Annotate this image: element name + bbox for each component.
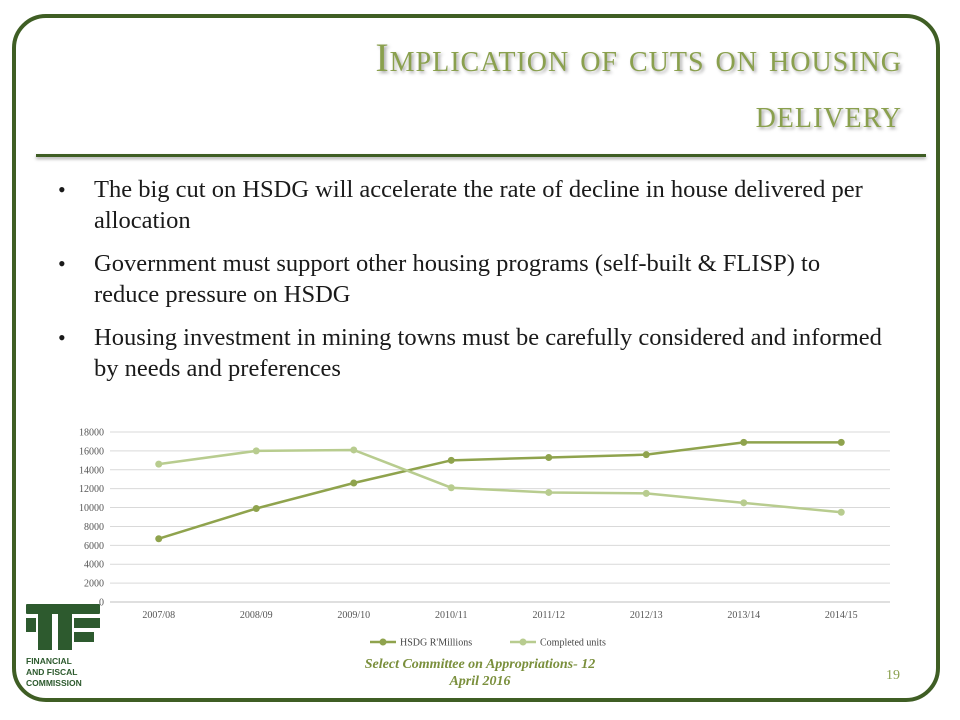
footer-line-2: April 2016	[449, 674, 511, 689]
footer-note: Select Committee on Appropriations- 12 A…	[320, 656, 640, 690]
title-line-2: delivery	[755, 91, 902, 136]
x-tick-label: 2010/11	[435, 610, 467, 621]
bullet-item: • The big cut on HSDG will accelerate th…	[58, 174, 888, 236]
legend-label: HSDG R'Millions	[400, 638, 472, 649]
x-tick-label: 2007/08	[142, 610, 175, 621]
data-point	[252, 447, 260, 455]
y-tick-label: 8000	[84, 522, 104, 533]
ffc-logo-mark-icon	[26, 604, 100, 650]
bullet-icon: •	[58, 251, 66, 276]
series-line	[158, 441, 842, 540]
data-point	[837, 438, 845, 446]
data-point	[740, 438, 748, 446]
title-line-1: Implication of cuts on housing	[375, 35, 902, 80]
logo-text-line-1: FINANCIAL	[26, 656, 72, 666]
bullet-icon: •	[58, 177, 66, 202]
page-number: 19	[886, 668, 900, 683]
series-line	[158, 448, 842, 514]
footer-line-1: Select Committee on Appropriations- 12	[364, 657, 596, 672]
y-tick-label: 12000	[79, 484, 104, 495]
y-tick-label: 10000	[79, 503, 104, 514]
data-point	[350, 446, 358, 454]
slide-frame	[12, 14, 940, 702]
slide-title: Implication of cuts on housing delivery	[82, 30, 902, 142]
data-point	[155, 535, 163, 543]
x-tick-label: 2014/15	[825, 610, 858, 621]
data-point	[740, 499, 748, 507]
data-point	[252, 505, 260, 512]
bullet-text: Housing investment in mining towns must …	[94, 324, 882, 382]
x-tick-label: 2008/09	[240, 610, 273, 621]
bullet-text: Government must support other housing pr…	[94, 250, 821, 308]
y-tick-label: 14000	[79, 465, 104, 476]
legend-marker	[519, 638, 527, 646]
data-point	[545, 454, 553, 461]
y-tick-label: 6000	[84, 541, 104, 552]
data-point	[350, 479, 358, 487]
x-tick-label: 2011/12	[533, 610, 565, 621]
data-point	[155, 460, 163, 468]
legend-marker	[379, 638, 387, 646]
legend-label: Completed units	[540, 638, 606, 649]
x-tick-label: 2012/13	[630, 610, 663, 621]
ffc-logo: FINANCIAL AND FISCAL COMMISSION	[26, 604, 100, 688]
data-point	[642, 489, 650, 497]
x-tick-label: 2009/10	[337, 610, 370, 621]
bullet-list: • The big cut on HSDG will accelerate th…	[58, 174, 888, 396]
y-tick-label: 2000	[84, 579, 104, 590]
bullet-icon: •	[58, 325, 66, 350]
bullet-item: • Government must support other housing …	[58, 248, 888, 310]
data-point	[447, 484, 455, 492]
logo-text-line-2: AND FISCAL	[26, 667, 77, 677]
y-tick-label: 0	[99, 598, 104, 609]
y-tick-label: 18000	[79, 428, 104, 439]
data-point	[447, 456, 455, 464]
data-point	[642, 451, 650, 459]
x-tick-label: 2013/14	[727, 610, 760, 621]
bullet-item: • Housing investment in mining towns mus…	[58, 322, 888, 384]
y-tick-label: 16000	[79, 446, 104, 457]
logo-text-line-3: COMMISSION	[26, 678, 82, 688]
bullet-text: The big cut on HSDG will accelerate the …	[94, 176, 863, 234]
title-divider	[36, 154, 926, 157]
data-point	[837, 508, 845, 516]
y-tick-label: 4000	[84, 560, 104, 571]
data-point	[545, 488, 553, 496]
line-chart: 0 2000 4000 6000 8000 10000 12000 14000 16000 180…	[79, 428, 890, 649]
